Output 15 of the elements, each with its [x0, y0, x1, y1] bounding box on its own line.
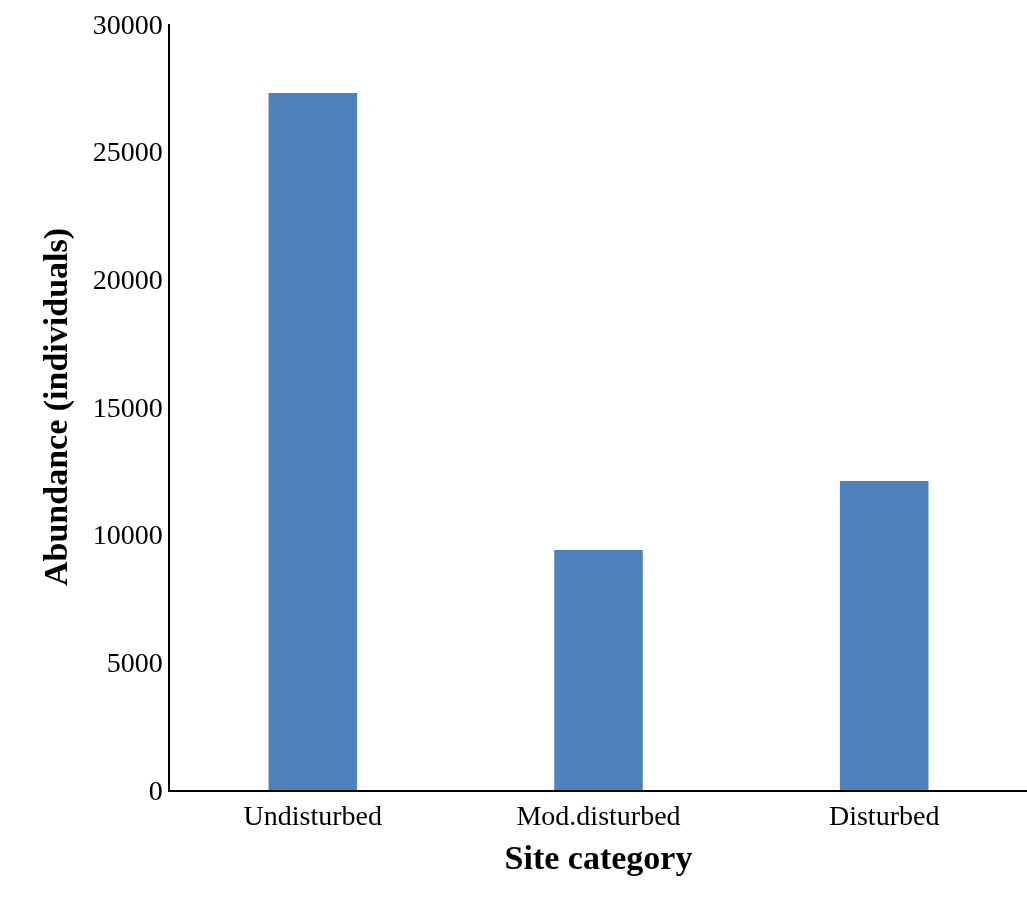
x-axis-title: Site category	[504, 839, 693, 877]
y-axis-title: Abundance (individuals)	[36, 227, 75, 587]
bar	[268, 92, 358, 790]
bar	[839, 481, 929, 790]
x-tick-label: Mod.disturbed	[516, 800, 681, 832]
y-tick-label: 15000	[92, 391, 163, 423]
y-tick-label: 10000	[92, 519, 163, 551]
y-tick-label: 0	[148, 774, 163, 806]
y-tick-label: 25000	[92, 136, 163, 168]
bar	[554, 549, 643, 790]
y-tick-label: 5000	[106, 647, 163, 679]
x-tick-label: Undisturbed	[243, 800, 383, 832]
y-tick-label: 20000	[92, 264, 163, 296]
x-tick-label: Disturbed	[828, 800, 940, 832]
y-tick-label: 30000	[92, 8, 163, 40]
